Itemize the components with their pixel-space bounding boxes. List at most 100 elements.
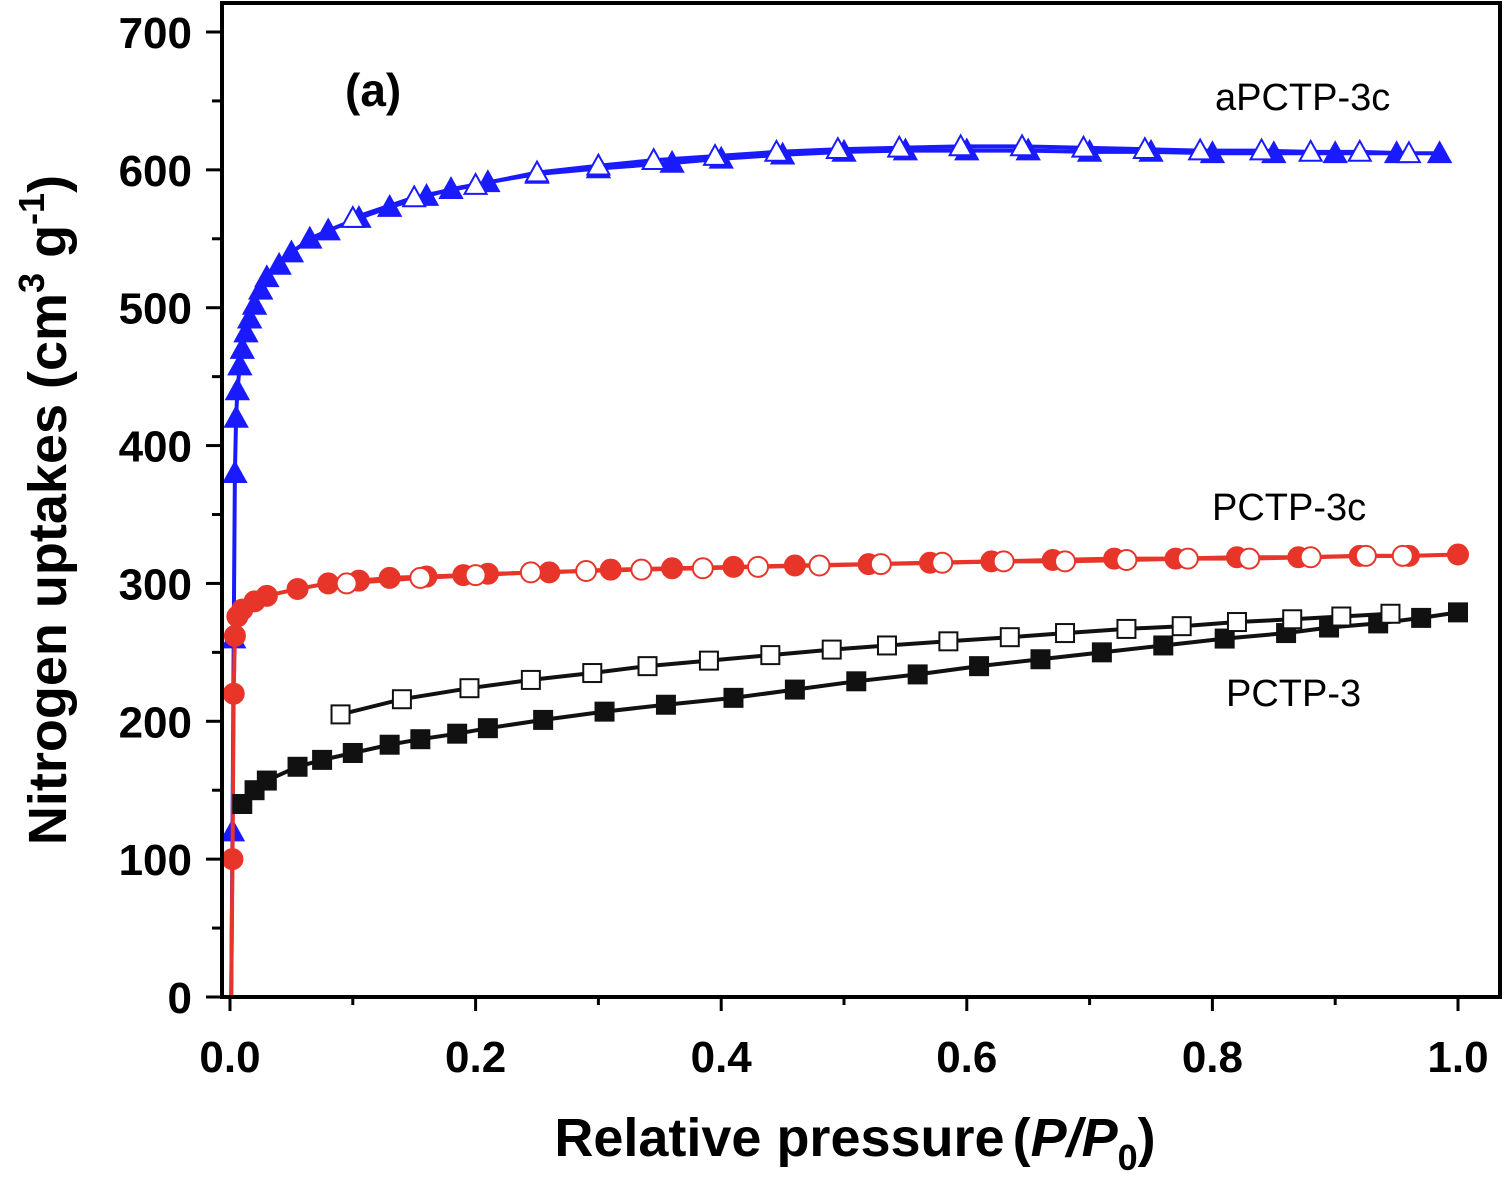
y-tick-label: 600 xyxy=(119,147,192,196)
adsorption-point xyxy=(447,723,468,744)
adsorption-point xyxy=(659,149,685,173)
adsorption-point xyxy=(223,404,249,428)
adsorption-point xyxy=(287,756,308,777)
desorption-point xyxy=(340,205,366,228)
desorption-point xyxy=(1070,134,1097,158)
desorption-point xyxy=(1282,609,1303,630)
desorption-point xyxy=(1238,547,1261,570)
x-tick-label: 0.8 xyxy=(1182,1033,1243,1082)
series-aPCTP-3c xyxy=(219,133,1453,998)
x-axis-title-p: P xyxy=(1031,1108,1068,1168)
adsorption-point xyxy=(655,694,676,715)
adsorption-point xyxy=(410,729,431,750)
desorption-point xyxy=(330,704,351,725)
desorption-point xyxy=(1354,544,1377,567)
adsorption-point xyxy=(438,176,464,199)
adsorption-point xyxy=(1030,649,1051,670)
adsorption-point xyxy=(248,276,274,300)
adsorption-point xyxy=(342,742,363,763)
y-tick-label: 300 xyxy=(119,560,192,609)
desorption-point xyxy=(335,572,358,595)
series-layer xyxy=(219,133,1469,998)
desorption-point xyxy=(931,551,954,574)
adsorption-point xyxy=(317,572,340,595)
adsorption-point xyxy=(266,251,292,275)
y-axis-title-close: ) xyxy=(18,175,78,193)
desorption-point xyxy=(1248,137,1275,161)
plot-frame xyxy=(220,1,1502,999)
desorption-point xyxy=(640,147,667,171)
y-axis-title-main: Nitrogen uptakes (cm xyxy=(18,293,78,845)
desorption-point xyxy=(763,138,790,162)
desorption-point xyxy=(1187,137,1213,161)
adsorption-point xyxy=(1322,140,1348,164)
x-axis-title-p0: P xyxy=(1082,1108,1119,1168)
adsorption-point xyxy=(784,679,805,700)
desorption-point xyxy=(947,133,974,157)
x-axis-title: Relative pressure (P/P0) xyxy=(554,1108,1155,1178)
desorption-point xyxy=(459,678,480,699)
desorption-line xyxy=(352,144,1409,220)
y-tick-label: 100 xyxy=(119,836,192,885)
desorption-point xyxy=(808,554,831,577)
adsorption-point xyxy=(1447,543,1469,566)
desorption-point xyxy=(520,669,541,690)
adsorption-point xyxy=(255,584,278,607)
adsorption-point xyxy=(378,566,401,589)
adsorption-point xyxy=(286,577,309,600)
desorption-point xyxy=(1116,618,1137,639)
desorption-point xyxy=(1391,544,1414,567)
desorption-point xyxy=(698,650,719,671)
adsorption-point xyxy=(969,656,990,677)
desorption-point xyxy=(1297,138,1324,162)
adsorption-point xyxy=(846,671,867,692)
x-tick-label: 0.2 xyxy=(445,1033,506,1082)
series-label-apctp-3c: aPCTP-3c xyxy=(1215,77,1390,119)
desorption-point xyxy=(747,555,770,578)
adsorption-point xyxy=(297,225,323,249)
desorption-point xyxy=(524,159,550,183)
desorption-point xyxy=(886,134,912,158)
series-label-pctp-3: PCTP-3 xyxy=(1226,673,1361,715)
desorption-point xyxy=(821,639,842,660)
series-label-pctp-3c: PCTP-3c xyxy=(1212,487,1366,529)
desorption-point xyxy=(1115,548,1138,571)
desorption-point xyxy=(1055,623,1076,644)
adsorption-point xyxy=(312,749,333,770)
panel-label: (a) xyxy=(345,64,401,116)
desorption-point xyxy=(391,689,412,710)
y-axis-title: Nitrogen uptakes (cm3 g-1) xyxy=(11,175,78,845)
desorption-point xyxy=(462,171,489,195)
desorption-point xyxy=(702,143,728,166)
adsorption-point xyxy=(599,558,622,581)
desorption-point xyxy=(1380,603,1401,624)
y-tick-label: 500 xyxy=(119,285,192,334)
adsorption-point xyxy=(1153,635,1174,656)
adsorption-point xyxy=(256,770,277,791)
desorption-point xyxy=(760,645,781,666)
adsorption-point xyxy=(221,848,244,871)
adsorption-point xyxy=(661,557,684,580)
adsorption-point xyxy=(315,217,341,241)
x-axis-title-subscript: 0 xyxy=(1118,1137,1138,1178)
x-axis-title-paren-open: ( xyxy=(1013,1108,1031,1168)
series-PCTP-3c xyxy=(221,543,1469,998)
series-PCTP-3 xyxy=(232,602,1468,814)
adsorption-point xyxy=(1214,628,1235,649)
desorption-point xyxy=(825,136,851,159)
desorption-point xyxy=(1054,550,1077,573)
y-axis-title-sup-minus1: -1 xyxy=(11,193,52,225)
desorption-point xyxy=(585,152,612,176)
y-tick-label: 400 xyxy=(119,423,192,472)
x-axis-title-slash: / xyxy=(1065,1108,1087,1168)
adsorption-point xyxy=(223,624,246,647)
adsorption-point xyxy=(533,709,554,730)
desorption-point xyxy=(637,656,658,677)
x-tick-label: 0.0 xyxy=(199,1033,260,1082)
adsorption-point xyxy=(594,701,615,722)
desorption-point xyxy=(1171,616,1192,637)
y-axis-title-g: g xyxy=(18,225,78,273)
desorption-point xyxy=(1299,546,1322,569)
desorption-point xyxy=(1331,606,1352,627)
adsorption-point xyxy=(379,734,400,755)
